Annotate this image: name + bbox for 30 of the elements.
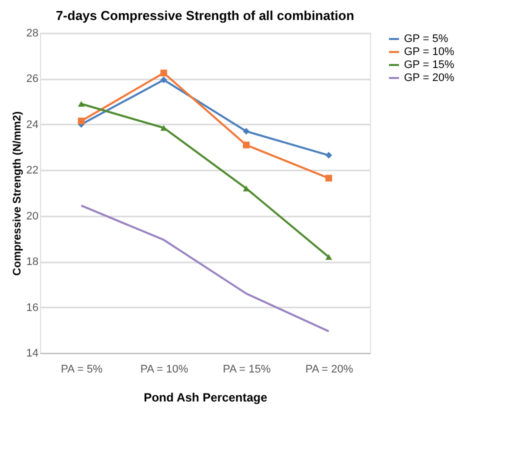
- legend-label: GP = 10%: [404, 46, 454, 58]
- legend-label: GP = 15%: [404, 59, 454, 71]
- y-tick-label: 24: [26, 118, 38, 131]
- point: [325, 152, 332, 159]
- point: [78, 100, 85, 107]
- x-axis-title: Pond Ash Percentage: [144, 390, 268, 404]
- point: [325, 254, 332, 260]
- y-tick-label: 28: [26, 28, 38, 40]
- chart-title: 7-days Compressive Strength of all combination: [56, 8, 354, 23]
- y-tick-label: 14: [26, 348, 38, 360]
- x-tick-label: PA = 20%: [305, 364, 354, 376]
- x-tick-label: PA = 10%: [140, 364, 188, 376]
- point: [160, 70, 168, 76]
- point: [160, 124, 168, 131]
- legend-label: GP = 5%: [404, 33, 448, 45]
- point: [242, 142, 250, 148]
- point: [160, 76, 168, 84]
- y-axis-title: Compressive Strength (N/mm2): [11, 110, 24, 276]
- y-tick-label: 18: [26, 256, 38, 268]
- line-series: [80, 204, 330, 332]
- point: [242, 128, 250, 135]
- y-tick-label: 20: [26, 210, 38, 222]
- x-tick-label: PA = 15%: [222, 364, 271, 376]
- y-tick-label: 22: [26, 164, 38, 177]
- point: [325, 174, 332, 182]
- y-tick-label: 26: [26, 73, 38, 86]
- point: [78, 118, 85, 124]
- legend-label: GP = 20%: [404, 72, 454, 84]
- x-tick-label: PA = 5%: [60, 364, 103, 376]
- y-tick-label: 16: [26, 302, 38, 314]
